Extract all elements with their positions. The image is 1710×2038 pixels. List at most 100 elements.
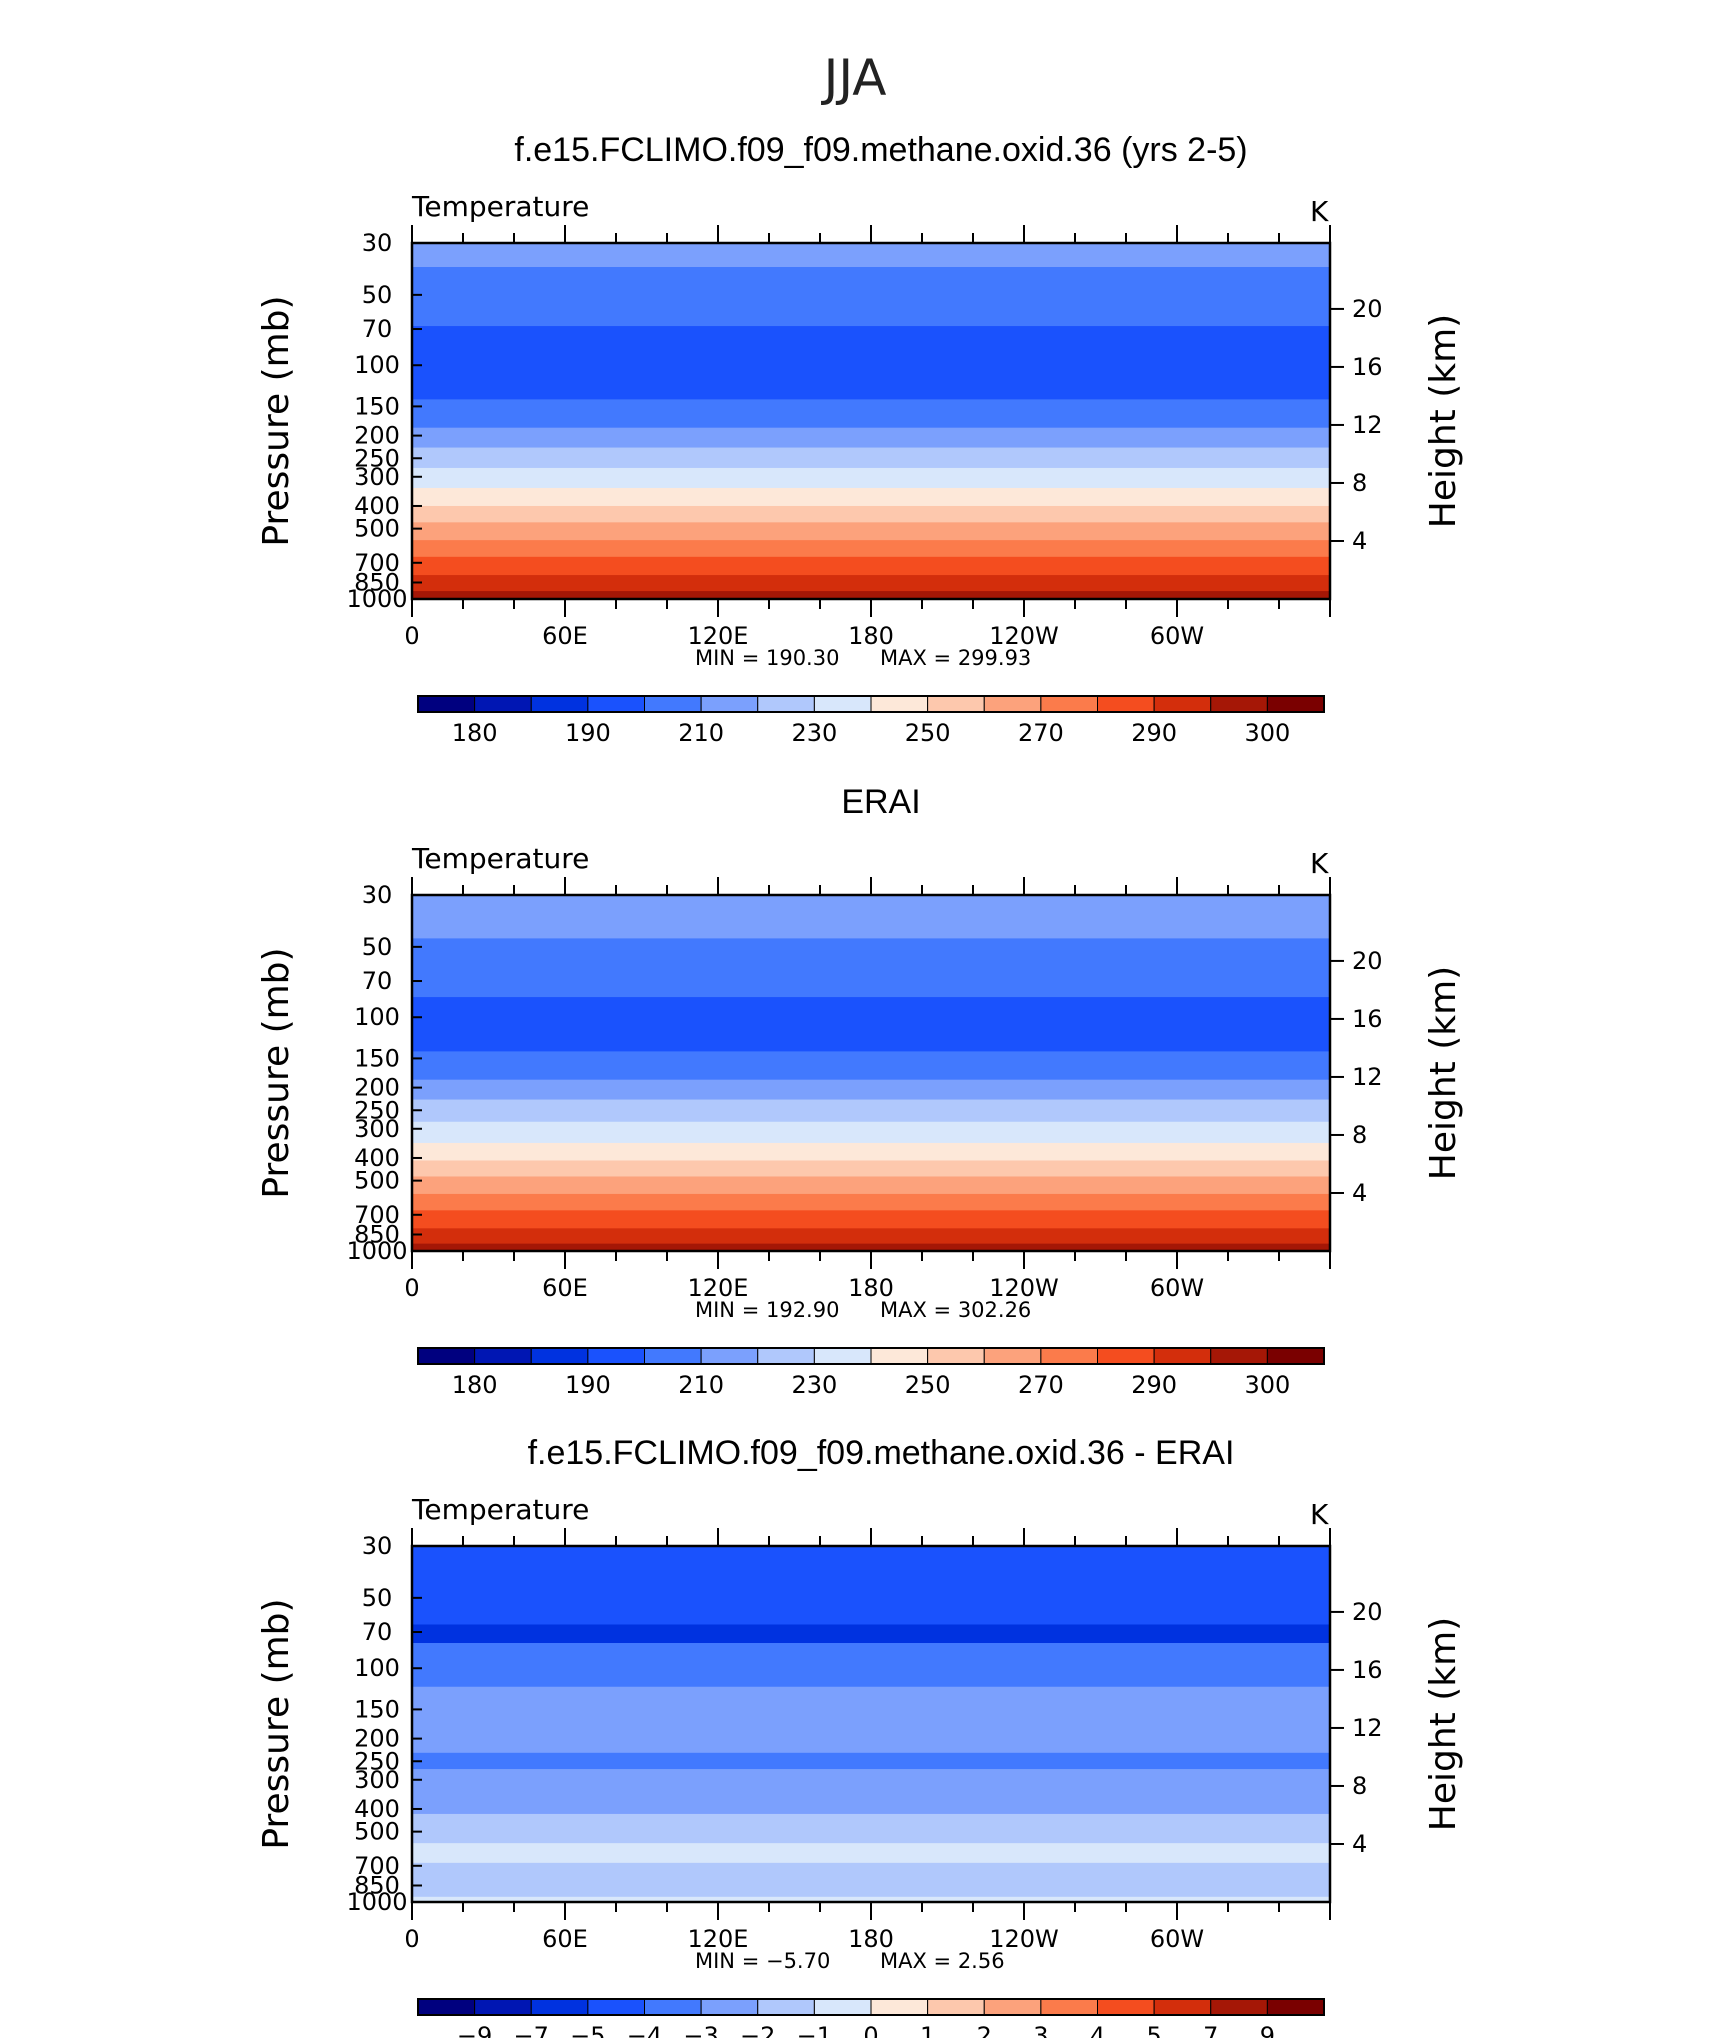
x-tick-label: 180: [848, 1925, 894, 1953]
y-tick-label: 850: [354, 569, 400, 597]
colorbar-label: 190: [565, 1371, 611, 1399]
x-tick-label: 0: [404, 1274, 419, 1302]
right-tick-label: 4: [1352, 1830, 1367, 1858]
units-label: K: [1310, 195, 1329, 228]
colorbar-label: 1: [920, 2022, 935, 2038]
colorbar-label: 5: [1146, 2022, 1161, 2038]
colorbar-box: [813, 1998, 872, 2016]
colorbar-box: [530, 1998, 589, 2016]
contour-band: [412, 487, 1330, 507]
colorbar-box: [644, 1347, 702, 1365]
x-tick-label: 120E: [688, 622, 749, 650]
y-tick-label: 50: [362, 933, 393, 961]
y-axis-label-right: Height (km): [1423, 966, 1464, 1180]
colorbar-box: [417, 1998, 476, 2016]
contour-band: [412, 1546, 1330, 1625]
contour-band: [412, 326, 1330, 400]
contour-band: [412, 505, 1330, 523]
y-tick-label: 30: [362, 1532, 393, 1560]
y-tick-label: 70: [362, 315, 393, 343]
y-axis-label: Pressure (mb): [256, 947, 297, 1198]
colorbar-box: [1097, 1347, 1155, 1365]
right-tick-label: 8: [1352, 1121, 1367, 1149]
panel-title: f.e15.FCLIMO.f09_f09.methane.oxid.36 - E…: [528, 1434, 1235, 1472]
x-tick-label: 60E: [542, 1274, 588, 1302]
colorbar-box: [1266, 1347, 1325, 1365]
contour-band: [412, 895, 1330, 939]
colorbar-box: [1097, 1998, 1155, 2016]
right-tick-label: 16: [1352, 353, 1383, 381]
contour-band: [412, 556, 1330, 576]
colorbar-label: 230: [791, 1371, 837, 1399]
max-label: MAX = 302.26: [880, 1298, 1031, 1322]
contour-band: [412, 575, 1330, 592]
contour-band: [412, 1121, 1330, 1144]
right-tick-label: 20: [1352, 947, 1383, 975]
contour-band: [412, 1051, 1330, 1081]
max-label: MAX = 2.56: [880, 1949, 1005, 1973]
colorbar-box: [757, 1347, 815, 1365]
colorbar-label: 250: [905, 719, 951, 747]
colorbar-label: 300: [1244, 719, 1290, 747]
contour-band: [412, 1210, 1330, 1229]
contour-band: [412, 467, 1330, 489]
panel-title: ERAI: [841, 783, 920, 821]
colorbar-box: [927, 1998, 985, 2016]
x-tick-label: 60W: [1150, 622, 1204, 650]
colorbar-box: [700, 1347, 759, 1365]
colorbar-box: [1266, 1998, 1325, 2016]
contour-band: [412, 591, 1330, 600]
right-tick-label: 8: [1352, 1772, 1367, 1800]
colorbar-box: [1210, 1998, 1268, 2016]
contour-band: [412, 1752, 1330, 1770]
colorbar-frame: [417, 1347, 1325, 1365]
colorbar-label: −5: [570, 2022, 605, 2038]
colorbar-box: [1153, 1998, 1212, 2016]
right-tick-label: 12: [1352, 411, 1383, 439]
y-tick-label: 70: [362, 1618, 393, 1646]
colorbar-label: 210: [678, 1371, 724, 1399]
x-tick-label: 120E: [688, 1274, 749, 1302]
units-label: K: [1310, 847, 1329, 880]
colorbar-label: 290: [1131, 719, 1177, 747]
contour-band: [412, 399, 1330, 429]
y-tick-label: 200: [354, 1725, 400, 1753]
y-tick-label: 50: [362, 281, 393, 309]
right-tick-label: 16: [1352, 1005, 1383, 1033]
colorbar-label: 230: [791, 719, 837, 747]
contour-band: [412, 938, 1330, 998]
colorbar-label: −9: [457, 2022, 492, 2038]
y-tick-label: 250: [354, 1747, 400, 1775]
colorbar-box: [870, 1998, 929, 2016]
colorbar-box: [1266, 695, 1325, 713]
colorbar-frame: [417, 1998, 1325, 2016]
x-tick-label: 60E: [542, 1925, 588, 1953]
colorbar-label: 180: [452, 1371, 498, 1399]
panel-1: f.e15.FCLIMO.f09_f09.methane.oxid.36 (yr…: [256, 131, 1464, 747]
right-tick-label: 4: [1352, 527, 1367, 555]
y-tick-label: 150: [354, 1044, 400, 1072]
colorbar-box: [813, 1347, 872, 1365]
right-tick-label: 12: [1352, 1063, 1383, 1091]
colorbar-box: [474, 1347, 532, 1365]
colorbar-box: [474, 695, 532, 713]
contour-band: [412, 1176, 1330, 1195]
y-tick-label: 200: [354, 422, 400, 450]
y-tick-label: 150: [354, 392, 400, 420]
colorbar-label: 180: [452, 719, 498, 747]
y-tick-label: 1000: [346, 1237, 407, 1265]
y-tick-label: 250: [354, 444, 400, 472]
colorbar-box: [1153, 695, 1212, 713]
panel-3: f.e15.FCLIMO.f09_f09.methane.oxid.36 - E…: [256, 1434, 1464, 2038]
colorbar-label: 190: [565, 719, 611, 747]
figure-title: JJA: [821, 49, 887, 107]
colorbar-label: −3: [683, 2022, 718, 2038]
y-tick-label: 300: [354, 1766, 400, 1794]
contour-band: [412, 1142, 1330, 1161]
colorbar-box: [587, 695, 645, 713]
colorbar-label: 290: [1131, 1371, 1177, 1399]
y-tick-label: 500: [354, 1818, 400, 1846]
contour-band: [412, 1079, 1330, 1101]
colorbar-box: [700, 695, 759, 713]
